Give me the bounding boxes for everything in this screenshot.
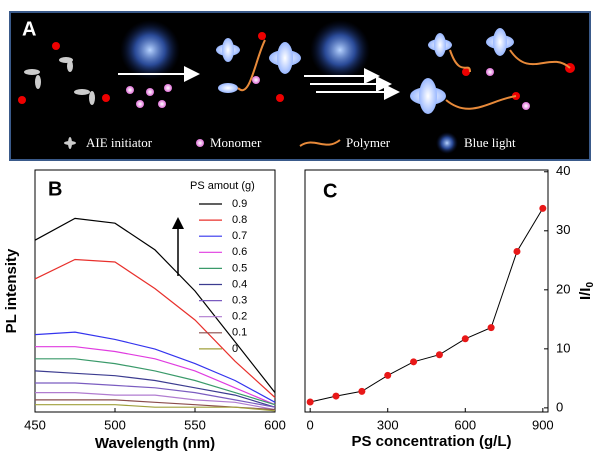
aie-clusters xyxy=(216,28,514,114)
blue-light xyxy=(120,20,180,80)
schematic: A AIE initiator Monome xyxy=(9,11,591,161)
point xyxy=(384,371,392,379)
line-series xyxy=(35,358,276,406)
point xyxy=(306,398,314,406)
x-tick-label: 300 xyxy=(377,417,399,432)
legend-label: 0.1 xyxy=(232,327,247,339)
point xyxy=(410,358,418,366)
x-tick-label: 0 xyxy=(307,417,314,432)
schematic-legend: AIE initiator Monomer Polymer Blue light xyxy=(64,132,516,154)
point xyxy=(358,387,366,395)
x-tick-label: 550 xyxy=(184,417,206,432)
line-series xyxy=(35,392,276,411)
line-series xyxy=(34,258,276,398)
initiators xyxy=(24,57,95,105)
point xyxy=(461,335,469,343)
line-series xyxy=(34,370,276,408)
point xyxy=(332,392,340,400)
legend-label: 0.4 xyxy=(232,278,247,290)
x-tick-label: 500 xyxy=(104,417,126,432)
panel-label: B xyxy=(48,178,62,200)
legend-text: Monomer xyxy=(210,135,262,150)
blue-light xyxy=(310,20,370,80)
y-tick-label: 40 xyxy=(556,163,570,178)
plot-frame xyxy=(304,169,549,413)
x-tick-label: 900 xyxy=(532,417,554,432)
legend-text: Polymer xyxy=(346,135,391,150)
y-axis-label: PL intensity xyxy=(3,248,20,333)
point xyxy=(487,324,495,332)
panel-label: C xyxy=(323,180,337,202)
legend-text: Blue light xyxy=(464,135,516,150)
point xyxy=(513,247,521,255)
y-tick-label: 10 xyxy=(556,340,570,355)
arrows xyxy=(118,66,400,100)
legend-label: 0.7 xyxy=(232,230,247,242)
point xyxy=(435,351,443,359)
legend-label: 0.9 xyxy=(232,198,247,210)
legend-text: AIE initiator xyxy=(86,135,153,150)
y-axis-label-group: I/I0 xyxy=(577,282,596,301)
line-series xyxy=(35,382,276,408)
y-tick-label: 20 xyxy=(556,281,570,296)
x-tick-label: 450 xyxy=(24,417,46,432)
monomers xyxy=(126,68,530,110)
legend-label: 0 xyxy=(232,343,238,355)
connect-line xyxy=(310,208,544,403)
legend-label: 0.5 xyxy=(232,262,247,274)
legend-title: PS amout (g) xyxy=(190,180,255,192)
x-axis-label: PS concentration (g/L) xyxy=(351,433,511,450)
line-series xyxy=(34,217,276,393)
point xyxy=(539,204,547,212)
panel-label: A xyxy=(22,18,36,40)
charts: B 450 500 550 600 Wavelength (nm) PL intensity… xyxy=(3,163,596,452)
legend-label: 0.2 xyxy=(232,311,247,323)
y-axis-label-sub: 0 xyxy=(585,282,596,288)
polymer-chains xyxy=(237,39,571,110)
line-series xyxy=(35,404,276,412)
y-tick-label: 0 xyxy=(556,399,563,414)
legend-label: 0.3 xyxy=(232,295,247,307)
legend-label: 0.6 xyxy=(232,246,247,258)
line-series xyxy=(35,346,276,406)
x-tick-label: 600 xyxy=(454,417,476,432)
y-axis-label: I/I xyxy=(577,288,594,301)
legend-label: 0.8 xyxy=(232,214,247,226)
y-tick-label: 30 xyxy=(556,222,570,237)
x-tick-label: 600 xyxy=(264,417,286,432)
x-axis-label: Wavelength (nm) xyxy=(95,435,215,452)
plot-frame xyxy=(34,169,276,413)
line-series xyxy=(34,331,276,403)
